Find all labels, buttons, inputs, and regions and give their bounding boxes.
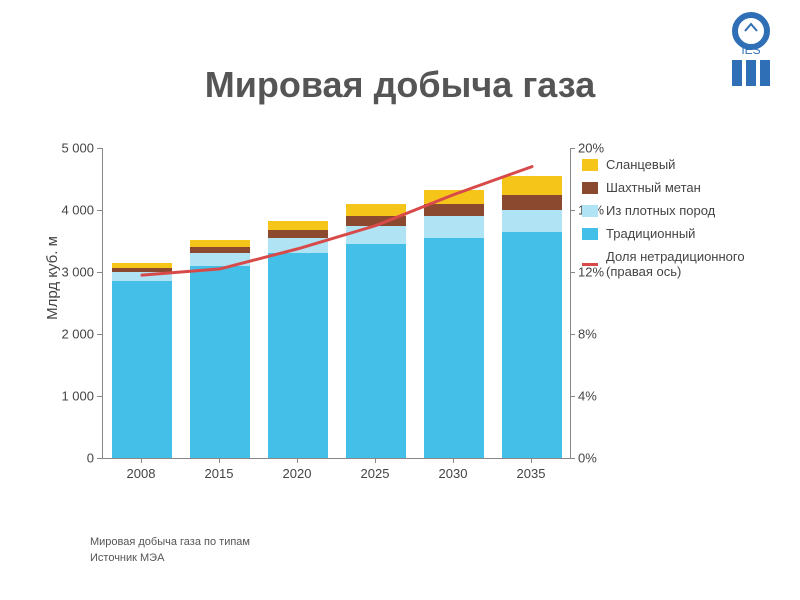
bar-segment-traditional: [424, 238, 484, 458]
bar-segment-cbm: [268, 230, 328, 238]
bar-segment-shale: [424, 190, 484, 204]
legend-label: Доля нетрадиционного (правая ось): [606, 250, 762, 280]
y-tick-mark: [97, 458, 102, 459]
y-tick-mark: [97, 334, 102, 335]
legend-item-line: Доля нетрадиционного (правая ось): [582, 250, 762, 280]
y2-tick-label: 4%: [578, 389, 597, 404]
x-tick-mark: [297, 458, 298, 463]
bar-segment-traditional: [190, 266, 250, 458]
x-tick-mark: [375, 458, 376, 463]
x-tick-label: 2025: [361, 466, 390, 481]
bar-segment-tight: [424, 216, 484, 238]
legend: Сланцевый Шахтный метан Из плотных пород Тр…: [582, 158, 762, 288]
legend-item-tight: Из плотных пород: [582, 204, 762, 219]
y2-tick-label: 20%: [578, 141, 604, 156]
footnote-line1: Мировая добыча газа по типам: [90, 536, 250, 548]
y-tick-label: 0: [48, 451, 94, 466]
bar-group: [268, 148, 328, 458]
legend-label: Шахтный метан: [606, 181, 701, 196]
x-tick-label: 2035: [517, 466, 546, 481]
y2-tick-mark: [570, 458, 575, 459]
x-tick-label: 2020: [283, 466, 312, 481]
legend-item-traditional: Традиционный: [582, 227, 762, 242]
x-tick-mark: [531, 458, 532, 463]
gas-production-chart: 01 0002 0003 0004 0005 0000%4%8%12%16%20…: [30, 140, 770, 510]
bar-group: [190, 148, 250, 458]
y-tick-label: 5 000: [48, 141, 94, 156]
y2-tick-label: 0%: [578, 451, 597, 466]
y-tick-label: 1 000: [48, 389, 94, 404]
x-tick-label: 2008: [127, 466, 156, 481]
y-tick-mark: [97, 148, 102, 149]
bar-segment-traditional: [346, 244, 406, 458]
bar-group: [502, 148, 562, 458]
y-tick-mark: [97, 396, 102, 397]
bar-group: [346, 148, 406, 458]
legend-item-shale: Сланцевый: [582, 158, 762, 173]
y-tick-mark: [97, 272, 102, 273]
footnote-line2: Источник МЭА: [90, 552, 164, 564]
legend-label: Традиционный: [606, 227, 695, 242]
x-tick-mark: [453, 458, 454, 463]
legend-swatch: [582, 205, 598, 217]
x-tick-mark: [219, 458, 220, 463]
x-tick-label: 2030: [439, 466, 468, 481]
line-series: [103, 148, 571, 458]
bar-segment-shale: [346, 204, 406, 215]
logo-ring-icon: IES: [728, 8, 774, 54]
bar-segment-cbm: [190, 247, 250, 253]
page-title: Мировая добыча газа: [0, 64, 800, 106]
bar-segment-traditional: [268, 253, 328, 458]
logo-bars-icon: [728, 60, 774, 86]
bar-group: [424, 148, 484, 458]
legend-label: Сланцевый: [606, 158, 675, 173]
x-tick-label: 2015: [205, 466, 234, 481]
y-tick-mark: [97, 210, 102, 211]
legend-swatch: [582, 182, 598, 194]
legend-swatch: [582, 263, 598, 266]
bar-segment-shale: [502, 176, 562, 195]
bar-segment-tight: [268, 238, 328, 254]
bar-segment-tight: [112, 272, 172, 281]
footnote: Мировая добыча газа по типам Источник МЭ…: [90, 535, 250, 566]
bar-segment-cbm: [346, 216, 406, 226]
bar-segment-cbm: [112, 268, 172, 272]
bar-segment-tight: [502, 210, 562, 232]
legend-swatch: [582, 159, 598, 171]
logo: IES: [728, 8, 774, 86]
bar-segment-shale: [190, 240, 250, 247]
x-tick-mark: [141, 458, 142, 463]
bar-segment-cbm: [502, 195, 562, 211]
logo-text: IES: [741, 43, 760, 54]
plot-area: [102, 148, 571, 459]
legend-label: Из плотных пород: [606, 204, 715, 219]
bar-segment-traditional: [112, 281, 172, 458]
right-axis-line: [570, 148, 571, 458]
bar-segment-tight: [190, 253, 250, 265]
bar-segment-cbm: [424, 204, 484, 216]
bar-segment-traditional: [502, 232, 562, 458]
bar-segment-tight: [346, 226, 406, 245]
bar-segment-shale: [112, 263, 172, 268]
bar-segment-shale: [268, 221, 328, 230]
legend-item-cbm: Шахтный метан: [582, 181, 762, 196]
y-axis-label: Млрд куб. м: [44, 198, 61, 358]
y2-tick-label: 8%: [578, 327, 597, 342]
legend-swatch: [582, 228, 598, 240]
bar-group: [112, 148, 172, 458]
